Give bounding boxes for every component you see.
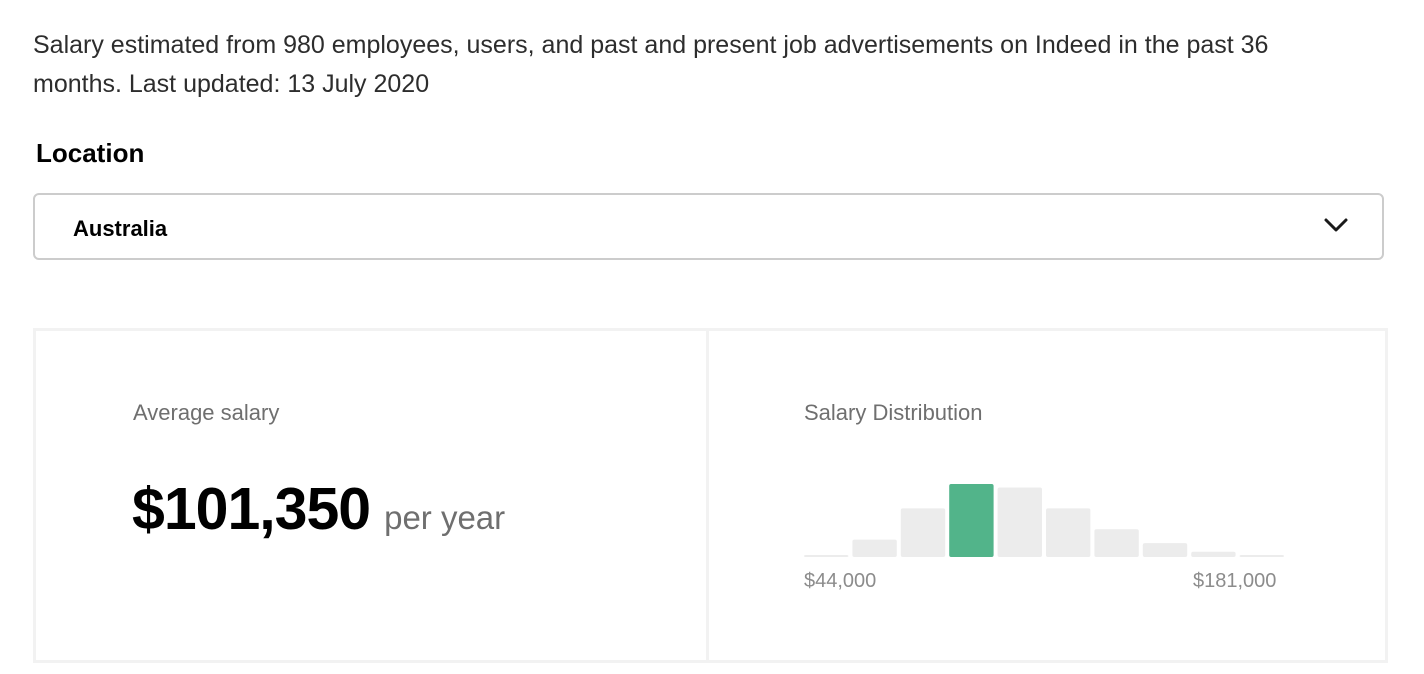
average-salary-card: Average salary $101,350 per year (36, 331, 709, 660)
distribution-bar (1094, 529, 1139, 557)
distribution-bar-highlight (949, 484, 994, 557)
salary-distribution-card: Salary Distribution $44,000 $181,000 (709, 331, 1385, 660)
location-label: Location (36, 138, 145, 168)
salary-distribution-chart (804, 484, 1284, 557)
salary-cards: Average salary $101,350 per year Salary D… (33, 328, 1388, 663)
distribution-bar (1239, 555, 1284, 557)
chevron-down-icon (1324, 218, 1348, 232)
distribution-min-label: $44,000 (804, 570, 877, 592)
average-salary-title: Average salary (133, 400, 280, 425)
average-salary-amount: $101,350 (132, 476, 371, 542)
average-salary-line: $101,350 per year (132, 475, 505, 543)
distribution-bar (1046, 508, 1091, 557)
location-selected-value: Australia (73, 216, 168, 241)
salary-distribution-title: Salary Distribution (804, 400, 983, 425)
distribution-bar (997, 487, 1042, 557)
distribution-bar (1191, 551, 1236, 557)
location-select[interactable]: Australia (33, 193, 1384, 260)
distribution-bar (900, 508, 946, 557)
salary-period: per year (384, 499, 506, 536)
distribution-max-label: $181,000 (1193, 570, 1277, 592)
distribution-bar (1142, 543, 1188, 557)
distribution-bar (804, 555, 849, 557)
distribution-bar (852, 539, 897, 557)
salary-description: Salary estimated from 980 employees, use… (33, 31, 1269, 98)
